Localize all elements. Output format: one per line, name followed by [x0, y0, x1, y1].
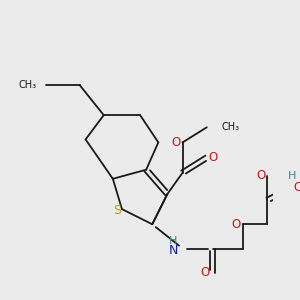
Text: H: H — [169, 236, 178, 246]
Text: CH₃: CH₃ — [222, 122, 240, 132]
Text: O: O — [171, 136, 181, 149]
Text: O: O — [294, 182, 300, 194]
Text: H: H — [287, 171, 296, 181]
Text: O: O — [201, 266, 210, 279]
Text: N: N — [169, 244, 178, 256]
Text: CH₃: CH₃ — [19, 80, 37, 90]
Text: O: O — [231, 218, 240, 231]
Text: O: O — [209, 151, 218, 164]
Text: O: O — [256, 169, 266, 182]
Text: S: S — [113, 204, 122, 217]
